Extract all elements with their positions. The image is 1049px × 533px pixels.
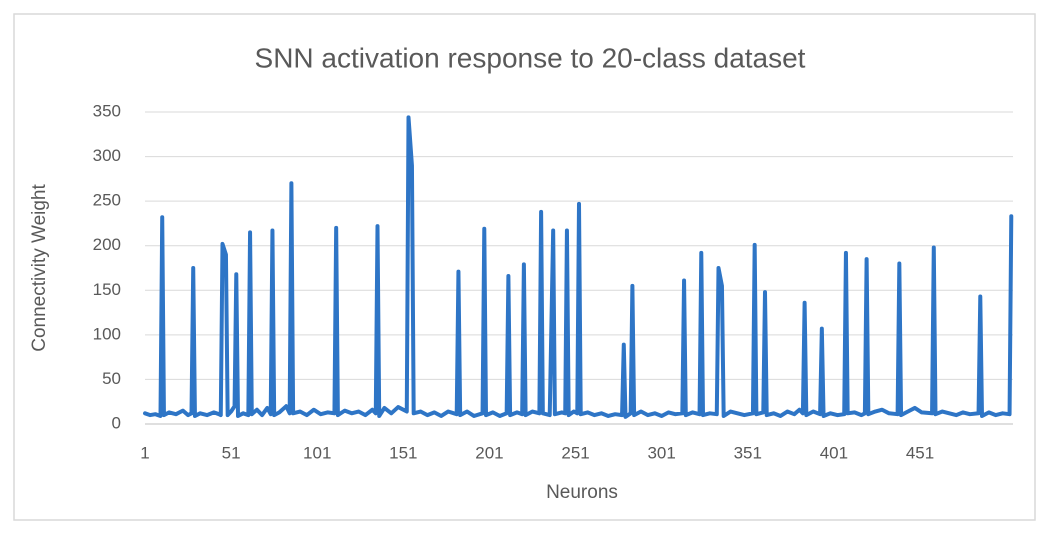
y-axis-label: Connectivity Weight — [29, 184, 50, 352]
x-tick-label: 151 — [389, 443, 417, 462]
x-tick-label: 101 — [303, 443, 331, 462]
y-tick-label: 100 — [93, 324, 121, 343]
y-tick-label: 250 — [93, 191, 121, 210]
y-tick-label: 350 — [93, 101, 121, 120]
x-tick-label: 251 — [561, 443, 589, 462]
x-tick-label: 201 — [475, 443, 503, 462]
x-tick-label: 451 — [906, 443, 934, 462]
x-tick-label: 401 — [820, 443, 848, 462]
y-tick-label: 150 — [93, 280, 121, 299]
y-tick-label: 300 — [93, 146, 121, 165]
x-tick-label: 1 — [140, 443, 149, 462]
chart-title: SNN activation response to 20-class data… — [255, 42, 806, 73]
x-axis-label: Neurons — [546, 482, 618, 503]
x-tick-label: 351 — [734, 443, 762, 462]
y-tick-label: 0 — [112, 413, 121, 432]
y-tick-label: 50 — [102, 369, 121, 388]
x-tick-label: 51 — [222, 443, 241, 462]
data-line — [143, 115, 1014, 419]
y-tick-label: 200 — [93, 235, 121, 254]
x-tick-label: 301 — [647, 443, 675, 462]
